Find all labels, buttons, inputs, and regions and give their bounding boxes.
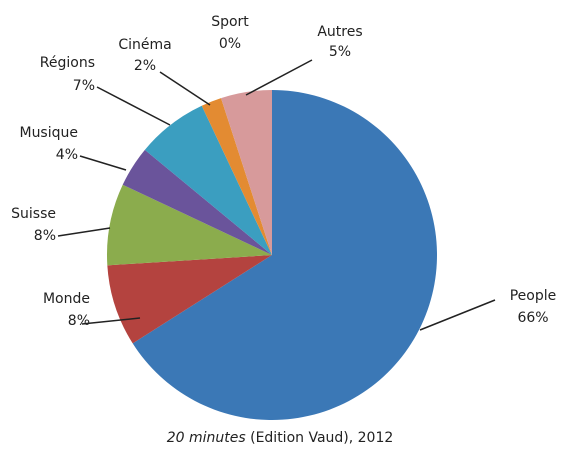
pie-slice <box>122 149 272 255</box>
slice-value-label: 0% <box>219 36 241 52</box>
slice-value-label: 2% <box>134 58 156 74</box>
slice-label: People <box>510 288 557 304</box>
pie-slice <box>107 184 272 266</box>
slice-value-label: 8% <box>34 228 56 244</box>
pie-slice <box>107 255 272 344</box>
slice-label: Monde <box>43 291 90 307</box>
leader-line <box>57 227 111 237</box>
slice-label: Autres <box>317 24 362 40</box>
slice-value-label: 7% <box>73 78 95 94</box>
leader-line <box>81 317 141 325</box>
slice-value-label: 5% <box>329 44 351 60</box>
leader-line <box>159 71 211 106</box>
pie-slice <box>144 105 272 255</box>
pie-slice <box>221 90 272 255</box>
slice-label: Sport <box>211 14 249 30</box>
pie-slice <box>221 98 272 255</box>
leader-line <box>245 59 313 96</box>
leader-line <box>79 155 127 171</box>
leader-line <box>419 299 496 331</box>
slice-label: Suisse <box>11 206 56 222</box>
slice-value-label: 4% <box>56 147 78 163</box>
pie-slice <box>201 98 272 255</box>
pie-slice <box>132 90 438 421</box>
source-rest: (Edition Vaud), 2012 <box>250 430 393 446</box>
leader-line <box>96 86 171 126</box>
source-title: 20 minutes <box>167 430 246 446</box>
slice-value-label: 66% <box>517 310 548 326</box>
slice-label: Cinéma <box>118 37 171 53</box>
slice-value-label: 8% <box>68 313 90 329</box>
slice-label: Musique <box>19 125 78 141</box>
slice-label: Régions <box>40 55 95 71</box>
source: 20 minutes (Edition Vaud), 2012 <box>167 430 394 446</box>
